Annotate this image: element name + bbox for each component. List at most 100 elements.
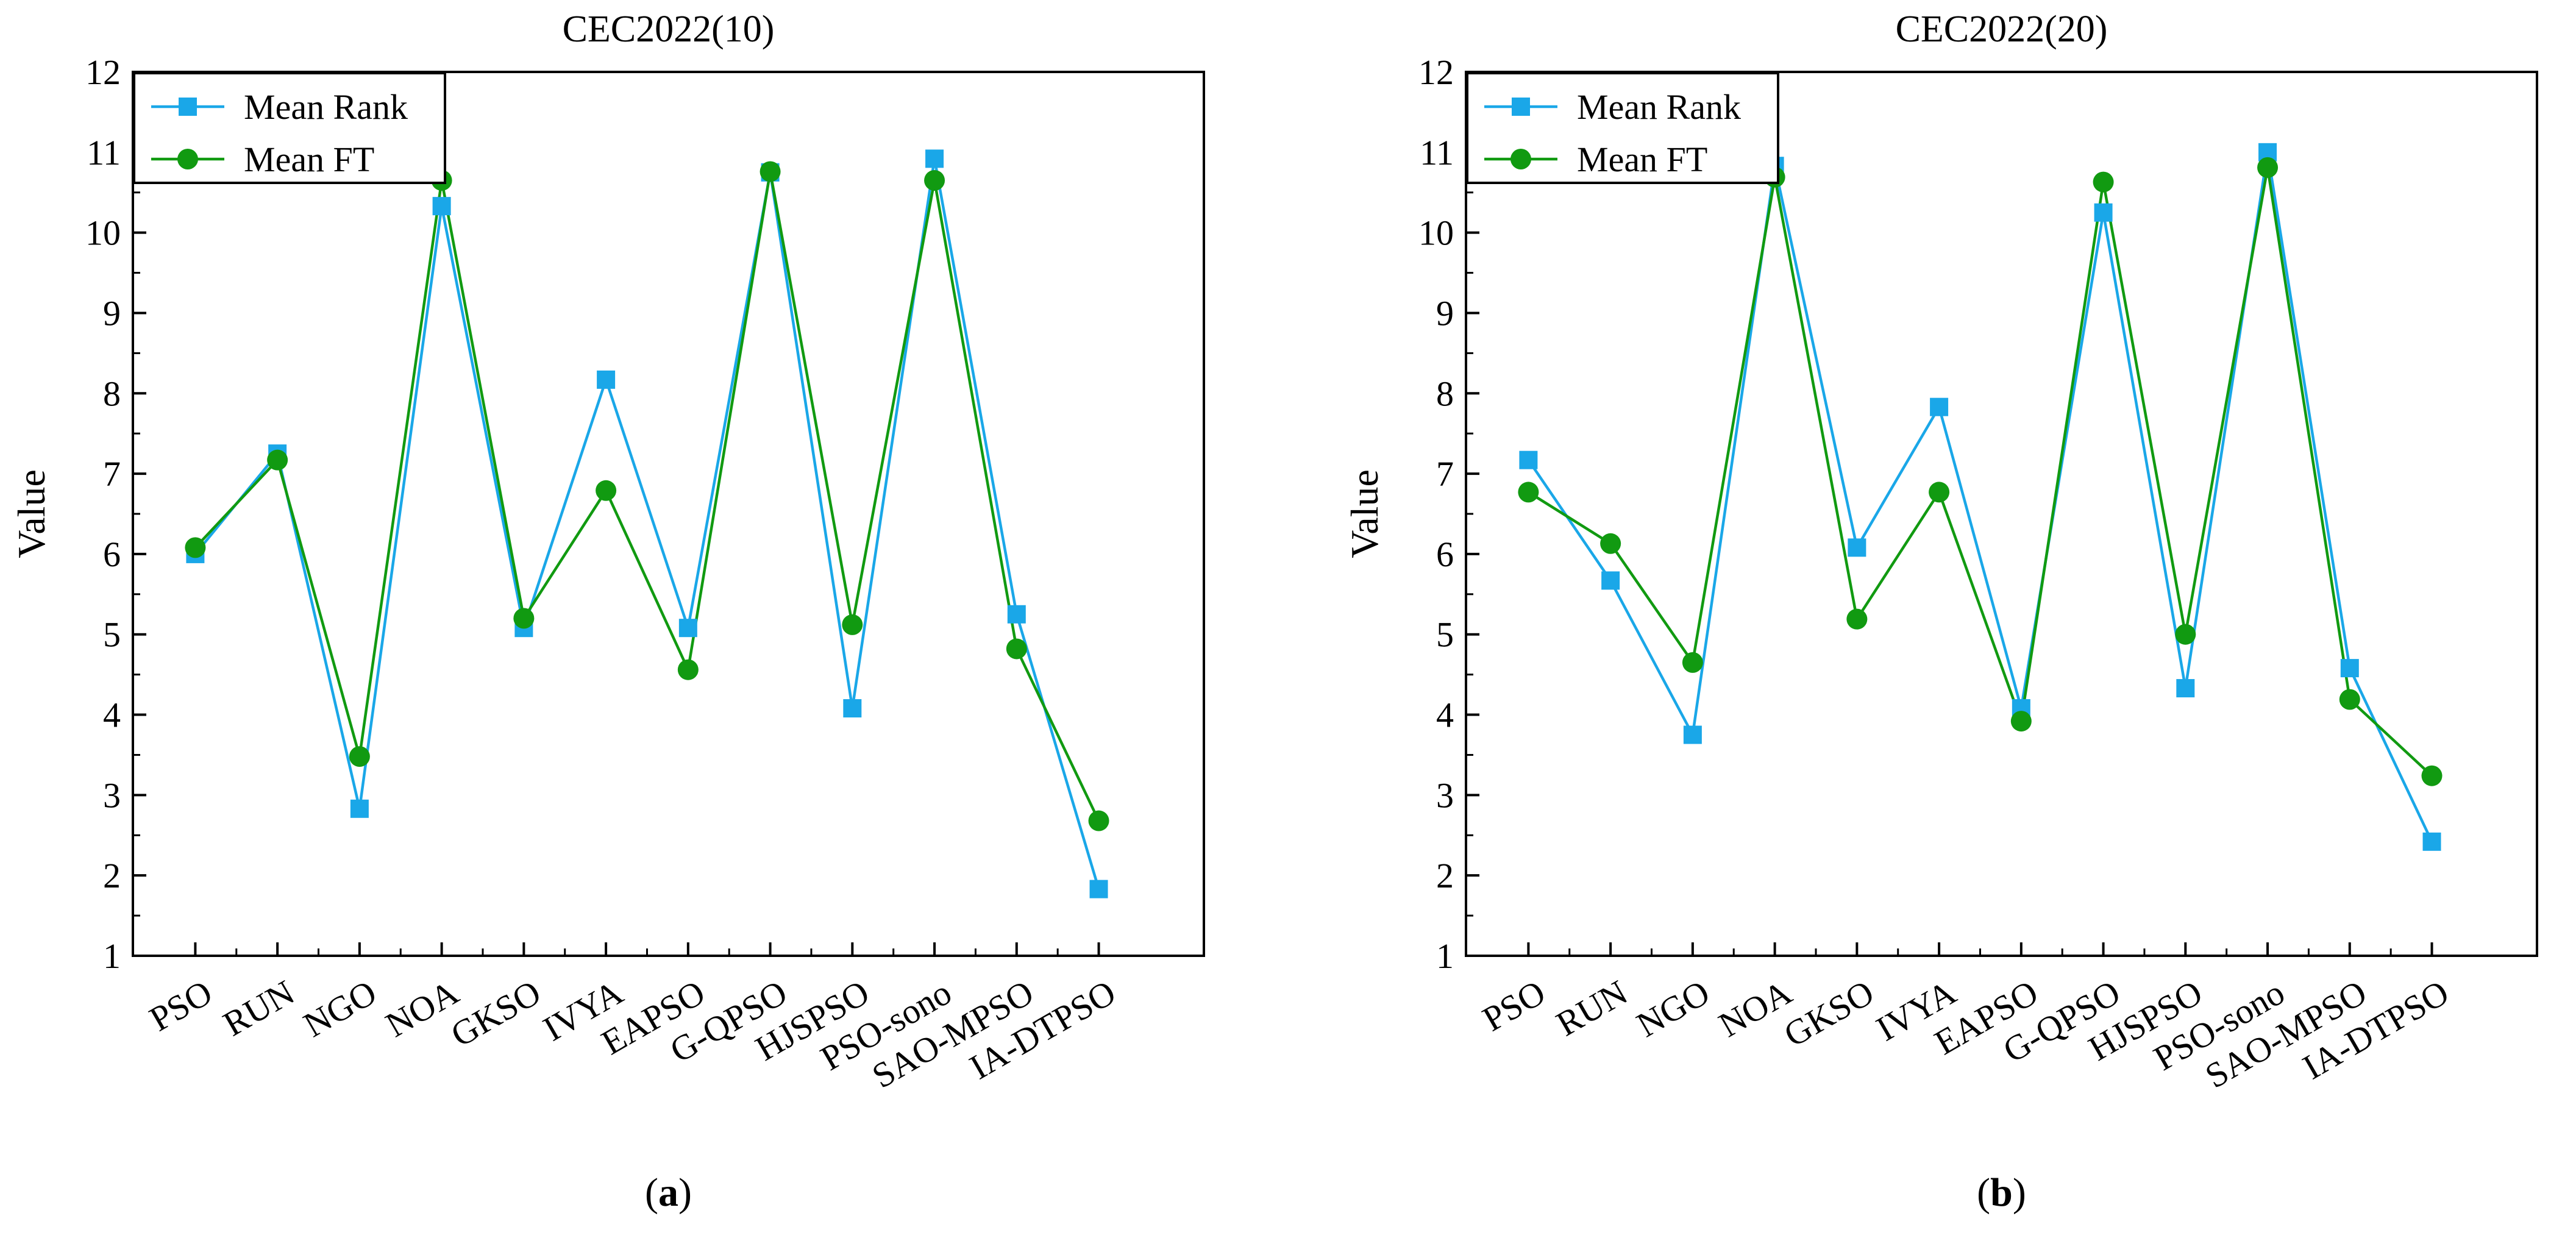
legend-marker-circle <box>177 149 198 169</box>
x-tick-label: NGO <box>1630 972 1716 1045</box>
data-point-mean-rank <box>1601 571 1620 590</box>
data-point-mean-ft <box>2010 711 2032 732</box>
y-tick-label: 5 <box>103 615 121 655</box>
data-point-mean-ft <box>349 746 370 767</box>
data-point-mean-ft <box>596 480 617 501</box>
data-point-mean-ft <box>924 169 945 191</box>
data-point-mean-rank <box>2340 659 2359 678</box>
data-point-mean-rank <box>2094 203 2113 222</box>
y-axis-label: Value <box>10 469 53 558</box>
data-point-mean-ft <box>1518 482 1539 503</box>
panel-label: (b) <box>1977 1170 2026 1215</box>
y-tick-label: 12 <box>85 52 121 92</box>
legend-marker-square <box>1512 98 1530 116</box>
y-tick-label: 6 <box>1436 535 1454 574</box>
data-point-mean-rank <box>432 197 451 216</box>
data-point-mean-ft <box>2421 765 2443 786</box>
x-tick-label: GKSO <box>1777 972 1880 1055</box>
panel-label-open: ( <box>1977 1170 1990 1215</box>
y-tick-label: 2 <box>103 856 121 895</box>
legend-entry: Mean FT <box>244 140 374 179</box>
plot-frame <box>1465 71 2538 957</box>
chart-title: CEC2022(20) <box>1896 9 2108 50</box>
data-point-mean-ft <box>1006 638 1027 660</box>
panel-label-letter: b <box>1990 1170 2013 1215</box>
data-point-mean-rank <box>1089 880 1108 898</box>
y-tick-label: 12 <box>1418 52 1454 92</box>
y-tick-label: 5 <box>1436 615 1454 655</box>
y-tick-label: 9 <box>103 293 121 333</box>
data-point-mean-rank <box>925 149 944 168</box>
data-point-mean-rank <box>2422 832 2441 851</box>
data-point-mean-ft <box>1682 652 1703 673</box>
data-point-mean-rank <box>1930 397 1949 416</box>
data-point-mean-rank <box>2176 679 2195 698</box>
chart-panel-a: CEC2022(10)123456789101112ValuePSORUNNGO… <box>10 9 1205 1215</box>
y-axis-label: Value <box>1343 469 1386 558</box>
x-tick-label: PSO <box>1476 972 1552 1039</box>
data-point-mean-ft <box>1846 608 1868 630</box>
y-tick-label: 1 <box>103 936 121 976</box>
data-point-mean-rank <box>1519 450 1538 469</box>
data-point-mean-ft <box>267 449 288 471</box>
y-tick-label: 7 <box>1436 454 1454 494</box>
data-point-mean-ft <box>2175 624 2196 645</box>
data-point-mean-rank <box>1683 725 1702 744</box>
y-tick-label: 10 <box>85 213 121 253</box>
y-tick-label: 3 <box>1436 775 1454 815</box>
chart-title: CEC2022(10) <box>563 9 775 50</box>
panel-label-letter: a <box>658 1170 678 1215</box>
data-point-mean-ft <box>677 659 699 680</box>
y-tick-label: 3 <box>103 775 121 815</box>
data-point-mean-ft <box>1088 810 1109 831</box>
chart-panel-b: CEC2022(20)123456789101112ValuePSORUNNGO… <box>1343 9 2538 1215</box>
series-line-mean-rank <box>194 157 1100 890</box>
panel-label-close: ) <box>2013 1170 2026 1215</box>
data-point-mean-ft <box>1600 533 1621 554</box>
legend-marker-circle <box>1510 149 1531 169</box>
y-tick-label: 4 <box>103 695 121 735</box>
y-tick-label: 8 <box>1436 374 1454 413</box>
y-tick-label: 9 <box>1436 293 1454 333</box>
data-point-mean-rank <box>597 370 616 389</box>
data-point-mean-rank <box>350 799 369 818</box>
x-tick-label: NGO <box>297 972 383 1045</box>
x-tick-label: RUN <box>1550 972 1634 1044</box>
series-line-mean-ft <box>194 170 1100 822</box>
data-point-mean-ft <box>2093 171 2114 193</box>
data-point-mean-ft <box>2339 689 2360 710</box>
series-line-mean-ft <box>1528 166 2433 777</box>
legend-entry: Mean Rank <box>1577 87 1741 127</box>
y-tick-label: 8 <box>103 374 121 413</box>
data-point-mean-ft <box>2257 157 2279 178</box>
series-line-mean-rank <box>1527 151 2433 842</box>
legend-marker-square <box>179 98 197 116</box>
data-point-mean-rank <box>1007 605 1026 624</box>
legend-entry: Mean FT <box>1577 140 1707 179</box>
data-point-mean-rank <box>1848 538 1866 557</box>
y-tick-label: 7 <box>103 454 121 494</box>
data-point-mean-ft <box>842 614 863 635</box>
data-point-mean-ft <box>185 537 206 558</box>
panel-label-open: ( <box>645 1170 658 1215</box>
x-tick-label: RUN <box>216 972 301 1044</box>
panel-label-close: ) <box>678 1170 692 1215</box>
x-tick-label: GKSO <box>444 972 547 1055</box>
panel-label: (a) <box>645 1170 692 1215</box>
data-point-mean-rank <box>843 699 862 717</box>
data-point-mean-ft <box>1929 482 1950 503</box>
x-tick-label: PSO <box>143 972 219 1039</box>
y-tick-label: 11 <box>87 133 121 173</box>
data-point-mean-ft <box>760 161 781 182</box>
y-tick-label: 4 <box>1436 695 1454 735</box>
y-tick-label: 10 <box>1418 213 1454 253</box>
y-tick-label: 6 <box>103 535 121 574</box>
y-tick-label: 1 <box>1436 936 1454 976</box>
data-point-mean-ft <box>513 608 535 629</box>
y-tick-label: 11 <box>1420 133 1454 173</box>
data-point-mean-rank <box>678 619 697 638</box>
legend-entry: Mean Rank <box>244 87 408 127</box>
y-tick-label: 2 <box>1436 856 1454 895</box>
